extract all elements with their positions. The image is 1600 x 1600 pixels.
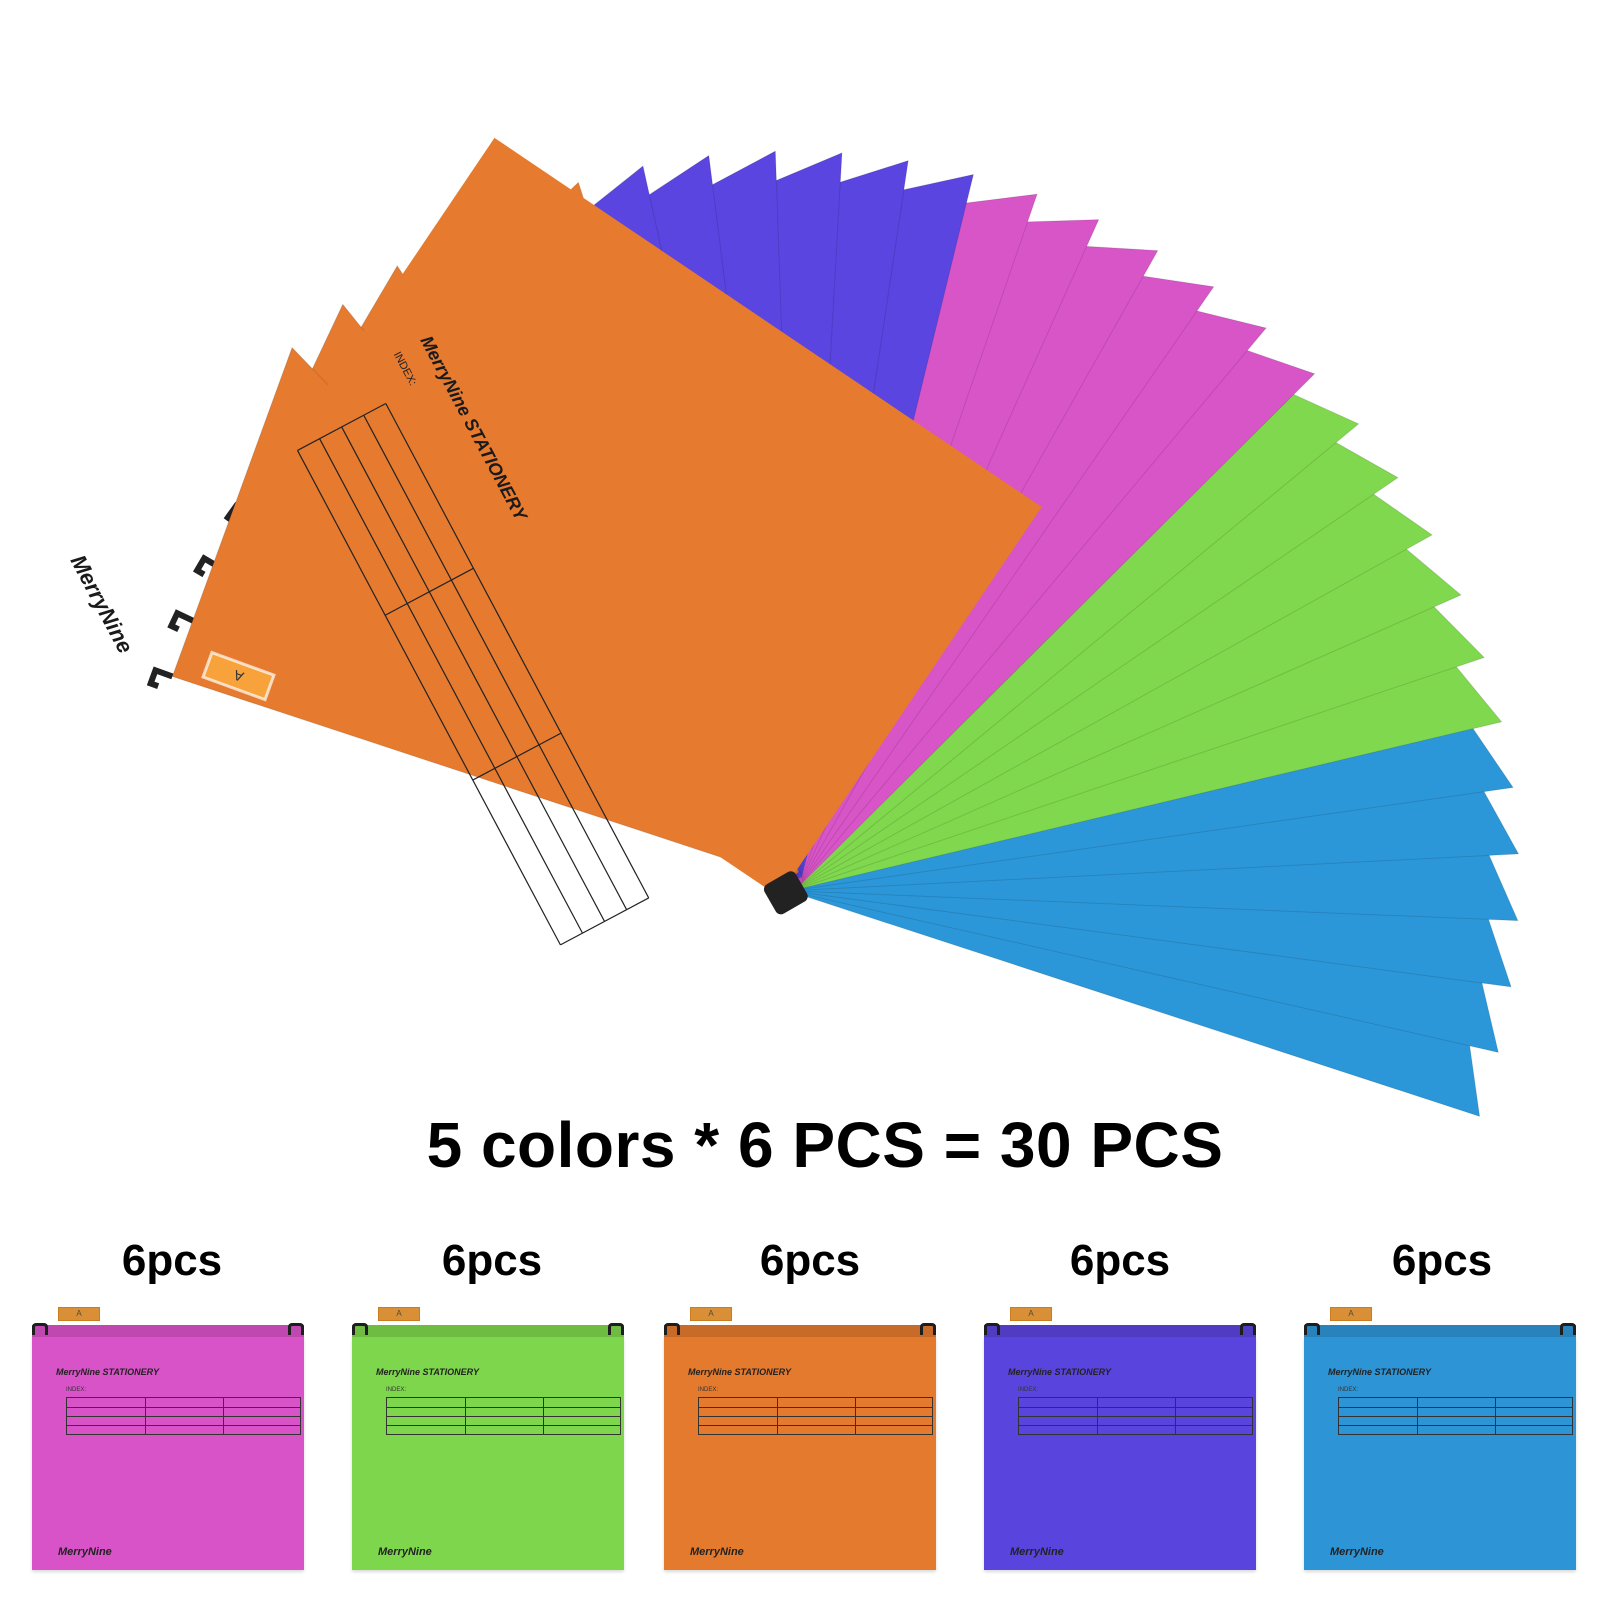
folder-brand-header: MerryNine STATIONERY [688,1367,792,1377]
hanger-hook [664,1323,680,1335]
hanger-hook [1560,1323,1576,1335]
folder-count-label: 6pcs [1069,1236,1171,1285]
hanger-hook [32,1323,48,1335]
folder-count-label: 6pcs [1391,1236,1493,1285]
hanger-hook [146,666,174,690]
hanger-hook [1304,1323,1320,1335]
folder-brand-footer: MerryNine [690,1546,744,1558]
folder-fan-illustration: AAAAAAAAAAAAAAAAAAAAAAAAAAAAAA MerryNine… [66,137,1520,1118]
hanger-hook [288,1323,304,1335]
folder-count-label: 6pcs [441,1236,543,1285]
hanger-rod: A [984,1307,1256,1339]
hanging-folder: A MerryNine STATIONERY INDEX: MerryNine [18,1307,318,1570]
folder-index-label: INDEX: [1338,1387,1359,1393]
front-brand-corner: MerryNine [66,551,139,658]
folder-body: MerryNine STATIONERY INDEX: MerryNine [1304,1337,1576,1570]
hanging-folder: A MerryNine STATIONERY INDEX: MerryNine [338,1307,638,1570]
folder-body: MerryNine STATIONERY INDEX: MerryNine [984,1337,1256,1570]
folder-brand-header: MerryNine STATIONERY [1008,1367,1112,1377]
folder-body: MerryNine STATIONERY INDEX: MerryNine [352,1337,624,1570]
hanging-folder: A MerryNine STATIONERY INDEX: MerryNine [650,1307,950,1570]
folder-index-label: INDEX: [386,1387,407,1393]
folder-brand-footer: MerryNine [1330,1546,1384,1558]
folder-index-label: INDEX: [66,1387,87,1393]
index-tab: A [58,1307,100,1321]
hanger-hook [984,1323,1000,1335]
folder-index-label: INDEX: [1018,1387,1039,1393]
hanger-hook [167,609,195,633]
folder-index-grid [386,1397,621,1435]
pivot-clip [763,871,808,915]
hanging-folder: A MerryNine STATIONERY INDEX: MerryNine [970,1307,1270,1570]
folder-index-grid [1018,1397,1253,1435]
folder-index-grid [66,1397,301,1435]
index-tab: A [690,1307,732,1321]
folder-index-grid [1338,1397,1573,1435]
index-tab: A [1330,1307,1372,1321]
folder-brand-header: MerryNine STATIONERY [376,1367,480,1377]
hanger-rod: A [32,1307,304,1339]
hanger-rod: A [1304,1307,1576,1339]
folder-body: MerryNine STATIONERY INDEX: MerryNine [664,1337,936,1570]
folder-index-grid [698,1397,933,1435]
folder-index-label: INDEX: [698,1387,719,1393]
folder-body: MerryNine STATIONERY INDEX: MerryNine [32,1337,304,1570]
headline: 5 colors * 6 PCS = 30 PCS [426,1109,1224,1181]
index-tab [201,650,276,702]
folder-brand-header: MerryNine STATIONERY [1328,1367,1432,1377]
front-folder-face [231,137,1042,897]
folder-brand-footer: MerryNine [378,1546,432,1558]
hanging-folder: A MerryNine STATIONERY INDEX: MerryNine [1290,1307,1590,1570]
hanger-hook [1240,1323,1256,1335]
front-index-grid [296,402,650,946]
hanger-hook [920,1323,936,1335]
hanger-rod: A [664,1307,936,1339]
folder-brand-header: MerryNine STATIONERY [56,1367,160,1377]
folder-brand-footer: MerryNine [1010,1546,1064,1558]
hanger-hook [608,1323,624,1335]
folder-count-label: 6pcs [759,1236,861,1285]
hanger-hook [192,554,222,578]
hanger-hook [352,1323,368,1335]
hanger-rod: A [352,1307,624,1339]
folder-count-label: 6pcs [121,1236,223,1285]
folder-brand-footer: MerryNine [58,1546,112,1558]
index-tab: A [378,1307,420,1321]
index-tab: A [1010,1307,1052,1321]
